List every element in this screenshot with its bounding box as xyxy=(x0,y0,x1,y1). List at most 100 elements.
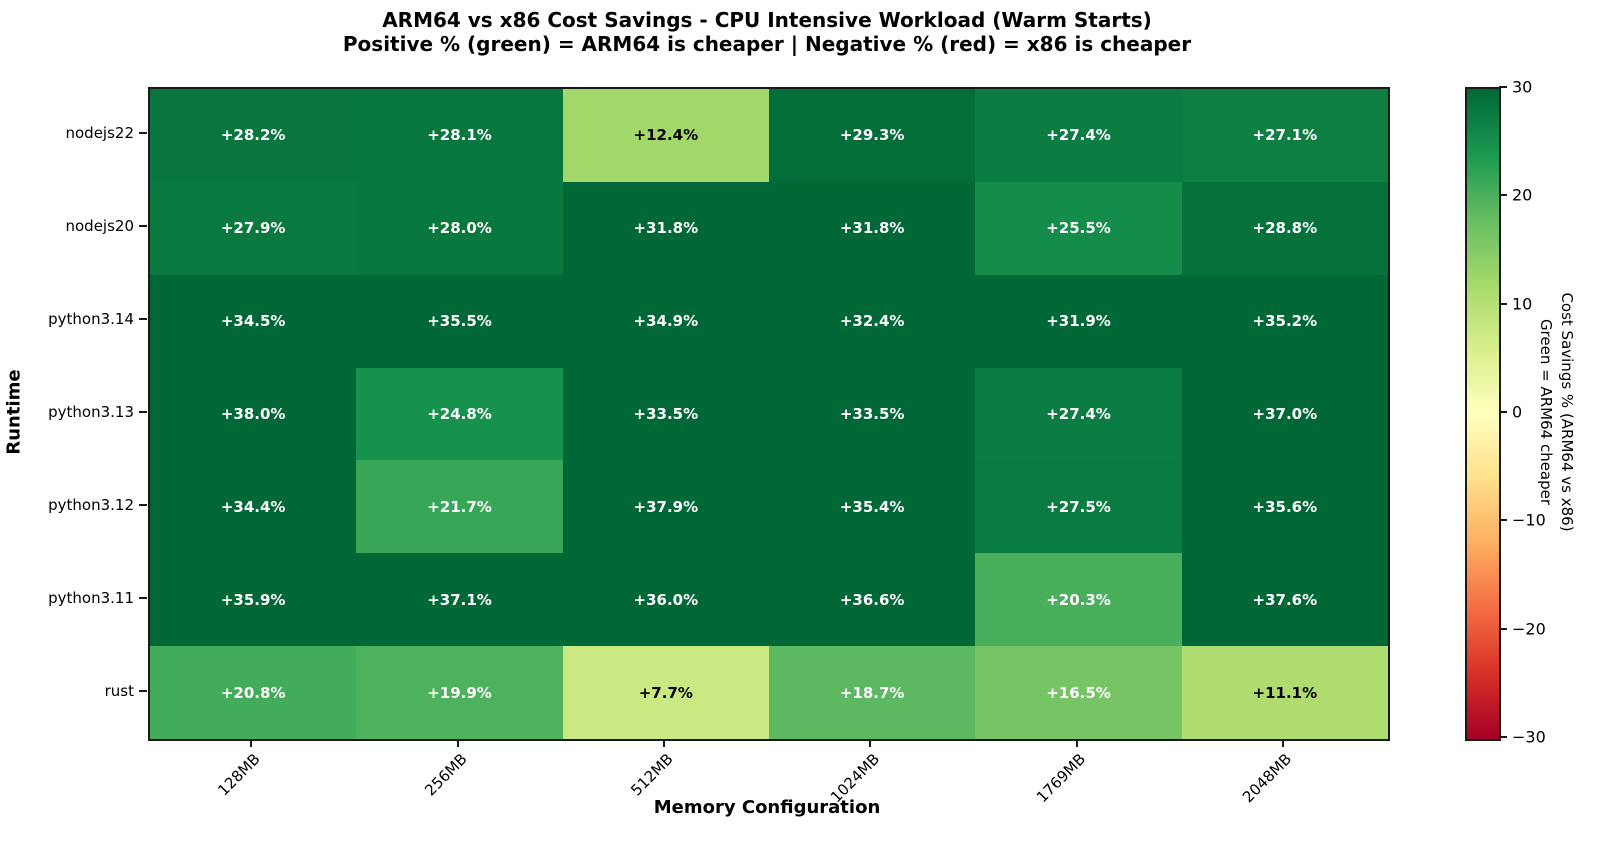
colorbar-tick-label-10: 10 xyxy=(1512,294,1533,314)
cell-value-label: +31.9% xyxy=(1046,312,1111,331)
heatmap-plot-area: +28.2% +28.1% +12.4% +29.3% +27.4% +27.1% +27.… xyxy=(148,87,1390,741)
cell-value-label: +35.4% xyxy=(839,497,905,516)
cell-value-label: +34.9% xyxy=(633,312,699,331)
cell-value-label: +33.5% xyxy=(633,404,699,423)
heatmap-cell-rust-1024MB: +18.7% xyxy=(769,646,976,739)
heatmap-cell-python3.13-128MB: +38.0% xyxy=(150,367,357,461)
y-tick-mark xyxy=(139,503,147,506)
cell-value-label: +11.1% xyxy=(1252,683,1318,702)
cell-value-label: +21.7% xyxy=(427,497,492,516)
y-tick-mark xyxy=(139,596,147,599)
cell-value-label: +35.6% xyxy=(1252,497,1318,516)
heatmap-cell-nodejs22-1024MB: +29.3% xyxy=(769,89,976,182)
colorbar-tick-mark xyxy=(1499,519,1507,522)
cell-value-label: +28.2% xyxy=(220,126,286,145)
colorbar-label-line1: Cost Savings % (ARM64 vs x86) xyxy=(1558,292,1576,532)
cell-value-label: +27.4% xyxy=(1046,404,1111,423)
cell-value-label: +35.5% xyxy=(427,312,492,331)
cell-value-label: +36.6% xyxy=(839,590,905,609)
cell-value-label: +25.5% xyxy=(1046,219,1111,238)
x-tick-mark xyxy=(1075,739,1078,747)
y-tick-mark xyxy=(139,318,147,321)
cell-value-label: +20.3% xyxy=(1046,590,1111,609)
y-tick-mark xyxy=(139,689,147,692)
chart-title: ARM64 vs x86 Cost Savings - CPU Intensiv… xyxy=(382,8,1152,32)
heatmap-cell-rust-256MB: +19.9% xyxy=(356,646,563,739)
heatmap-cell-python3.12-128MB: +34.4% xyxy=(150,460,357,554)
x-tick-mark xyxy=(456,739,459,747)
cell-value-label: +38.0% xyxy=(220,404,286,423)
y-tick-label-python3.12: python3.12 xyxy=(48,495,134,514)
cell-value-label: +37.6% xyxy=(1252,590,1318,609)
heatmap-cell-rust-1769MB: +16.5% xyxy=(975,646,1182,739)
heatmap-cell-python3.12-1769MB: +27.5% xyxy=(975,460,1182,554)
heatmap-cell-python3.13-256MB: +24.8% xyxy=(356,367,563,461)
colorbar-tick-label--30: −30 xyxy=(1512,727,1546,747)
y-axis-title: Runtime xyxy=(3,369,25,455)
heatmap-cell-nodejs20-256MB: +28.0% xyxy=(356,181,563,275)
heatmap-cell-python3.13-512MB: +33.5% xyxy=(562,367,769,461)
cell-value-label: +18.7% xyxy=(839,683,905,702)
colorbar-tick-mark xyxy=(1499,86,1507,88)
colorbar-tick-mark xyxy=(1499,627,1507,630)
heatmap-cell-python3.14-1024MB: +32.4% xyxy=(769,274,976,368)
colorbar-axis-label: Cost Savings % (ARM64 vs x86) Green = AR… xyxy=(1535,292,1577,531)
colorbar-label-line2: Green = ARM64 cheaper xyxy=(1537,318,1555,506)
heatmap-cell-python3.13-1769MB: +27.4% xyxy=(975,367,1182,461)
cell-value-label: +28.1% xyxy=(427,126,492,145)
heatmap-cell-nodejs20-1769MB: +25.5% xyxy=(975,181,1182,275)
y-tick-mark xyxy=(139,132,147,135)
heatmap-cell-python3.11-128MB: +35.9% xyxy=(150,553,357,647)
cell-value-label: +27.1% xyxy=(1252,126,1318,145)
heatmap-cell-python3.12-256MB: +21.7% xyxy=(356,460,563,554)
cell-value-label: +31.8% xyxy=(633,219,699,238)
y-tick-label-nodejs20: nodejs20 xyxy=(65,217,134,236)
heatmap-cell-rust-512MB: +7.7% xyxy=(562,646,769,739)
cell-value-label: +34.4% xyxy=(220,497,286,516)
y-tick-label-nodejs22: nodejs22 xyxy=(65,124,134,143)
cell-value-label: +37.0% xyxy=(1252,404,1318,423)
heatmap-cell-nodejs20-2048MB: +28.8% xyxy=(1181,181,1388,275)
y-tick-label-python3.11: python3.11 xyxy=(48,588,134,607)
heatmap-cell-python3.11-1024MB: +36.6% xyxy=(769,553,976,647)
heatmap-cell-python3.11-512MB: +36.0% xyxy=(562,553,769,647)
y-tick-label-python3.14: python3.14 xyxy=(48,310,134,329)
heatmap-cell-nodejs22-512MB: +12.4% xyxy=(562,89,769,182)
cell-value-label: +32.4% xyxy=(839,312,905,331)
colorbar-tick-label--10: −10 xyxy=(1512,510,1546,530)
chart-subtitle: Positive % (green) = ARM64 is cheaper | … xyxy=(342,32,1192,56)
cell-value-label: +31.8% xyxy=(839,219,905,238)
y-tick-mark xyxy=(139,225,147,228)
cell-value-label: +29.3% xyxy=(839,126,905,145)
cell-value-label: +19.9% xyxy=(427,683,492,702)
heatmap-cell-nodejs20-1024MB: +31.8% xyxy=(769,181,976,275)
cell-value-label: +28.0% xyxy=(427,219,492,238)
cell-value-label: +33.5% xyxy=(839,404,905,423)
cell-value-label: +35.9% xyxy=(220,590,286,609)
heatmap-cell-nodejs22-256MB: +28.1% xyxy=(356,89,563,182)
colorbar-gradient xyxy=(1465,87,1501,741)
cell-value-label: +28.8% xyxy=(1252,219,1318,238)
cell-value-label: +20.8% xyxy=(220,683,286,702)
heatmap-cell-python3.13-2048MB: +37.0% xyxy=(1181,367,1388,461)
title-block: ARM64 vs x86 Cost Savings - CPU Intensiv… xyxy=(148,8,1386,56)
colorbar-tick-mark xyxy=(1499,194,1507,197)
heatmap-cell-nodejs22-128MB: +28.2% xyxy=(150,89,357,182)
heatmap-cell-python3.14-256MB: +35.5% xyxy=(356,274,563,368)
cell-value-label: +27.9% xyxy=(220,219,286,238)
cell-value-label: +37.9% xyxy=(633,497,699,516)
heatmap-cell-python3.13-1024MB: +33.5% xyxy=(769,367,976,461)
x-tick-mark xyxy=(250,739,253,747)
heatmap-cell-python3.12-2048MB: +35.6% xyxy=(1181,460,1388,554)
heatmap-cell-python3.14-512MB: +34.9% xyxy=(562,274,769,368)
heatmap-cell-python3.12-1024MB: +35.4% xyxy=(769,460,976,554)
heatmap-cell-python3.11-1769MB: +20.3% xyxy=(975,553,1182,647)
heatmap-cell-python3.11-256MB: +37.1% xyxy=(356,553,563,647)
colorbar-tick-label-30: 30 xyxy=(1512,77,1533,97)
cell-value-label: +24.8% xyxy=(427,404,492,423)
heatmap-cell-rust-128MB: +20.8% xyxy=(150,646,357,739)
colorbar-tick-mark xyxy=(1499,411,1507,413)
cell-value-label: +16.5% xyxy=(1046,683,1111,702)
heatmap-cell-python3.14-2048MB: +35.2% xyxy=(1181,274,1388,368)
